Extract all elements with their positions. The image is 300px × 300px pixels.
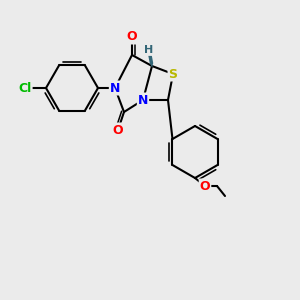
Text: S: S xyxy=(169,68,178,80)
Text: H: H xyxy=(144,45,154,55)
Text: Cl: Cl xyxy=(18,82,32,94)
Text: O: O xyxy=(200,179,210,193)
Text: O: O xyxy=(113,124,123,136)
Text: N: N xyxy=(138,94,148,106)
Text: O: O xyxy=(127,31,137,44)
Text: N: N xyxy=(110,82,120,94)
